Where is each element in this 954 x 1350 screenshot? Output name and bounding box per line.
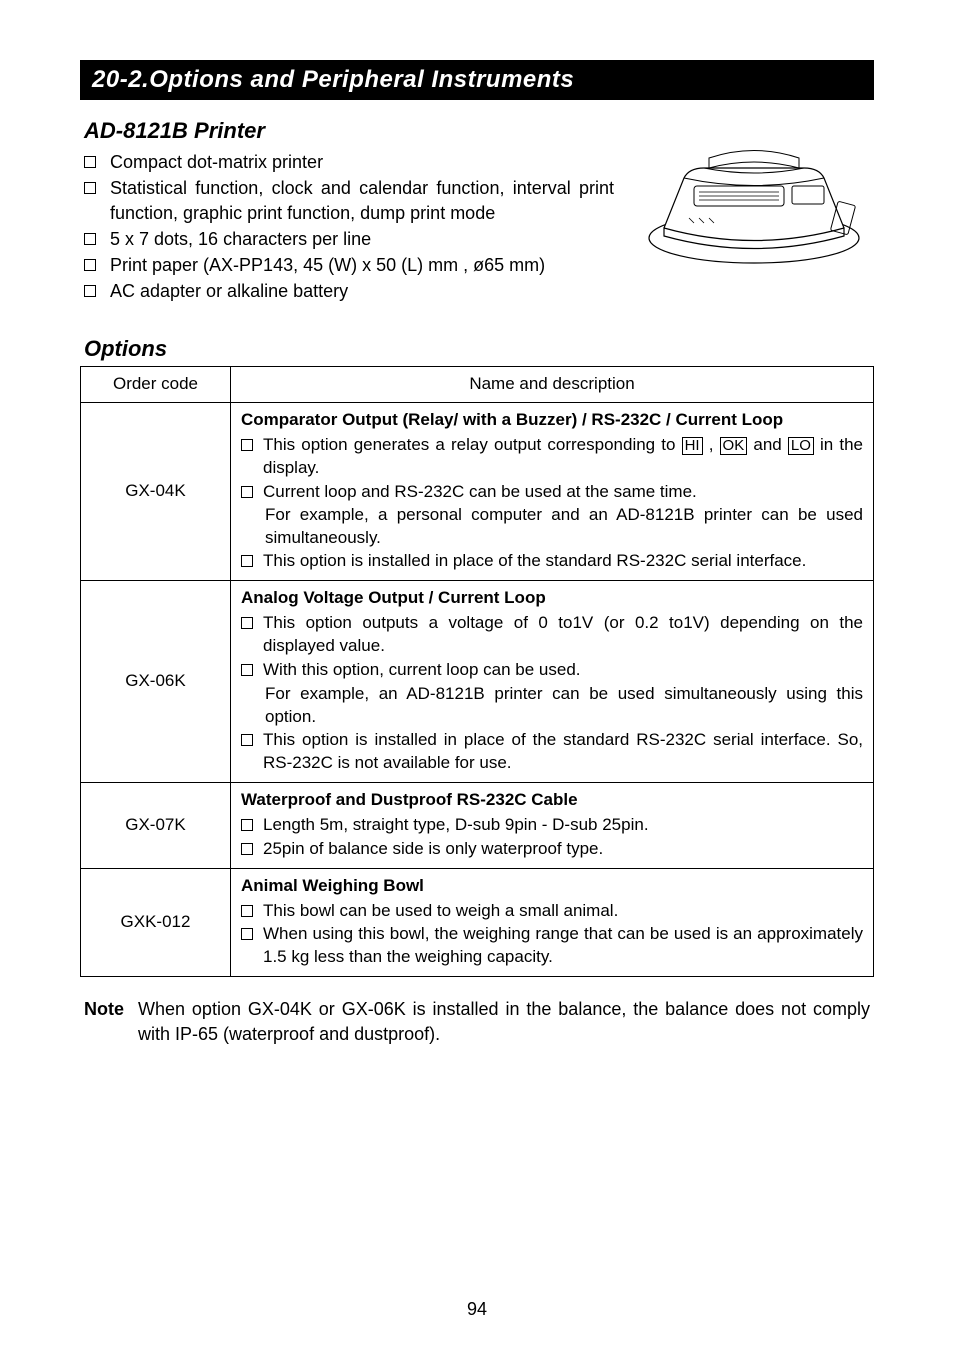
list-item: This option outputs a voltage of 0 to1V … bbox=[241, 612, 863, 658]
list-item: This option generates a relay output cor… bbox=[241, 434, 863, 480]
option-title: Comparator Output (Relay/ with a Buzzer)… bbox=[241, 409, 863, 432]
header-order-code: Order code bbox=[81, 366, 231, 402]
list-item: 25pin of balance side is only waterproof… bbox=[241, 838, 863, 861]
bullet-text: When using this bowl, the weighing range… bbox=[263, 923, 863, 969]
options-table: Order code Name and description GX-04K C… bbox=[80, 366, 874, 978]
table-header-row: Order code Name and description bbox=[81, 366, 874, 402]
bullet-icon bbox=[241, 843, 253, 855]
list-item: AC adapter or alkaline battery bbox=[84, 279, 614, 303]
option-title: Analog Voltage Output / Current Loop bbox=[241, 587, 863, 610]
options-title: Options bbox=[84, 336, 874, 362]
list-item: This option is installed in place of the… bbox=[241, 550, 863, 573]
bullet-icon bbox=[84, 182, 96, 194]
table-row: GX-06K Analog Voltage Output / Current L… bbox=[81, 581, 874, 783]
list-item: Statistical function, clock and calendar… bbox=[84, 176, 614, 225]
bullet-text: With this option, current loop can be us… bbox=[263, 659, 863, 682]
bullet-text: Compact dot-matrix printer bbox=[110, 150, 323, 174]
description-cell: Animal Weighing Bowl This bowl can be us… bbox=[231, 868, 874, 977]
option-title: Animal Weighing Bowl bbox=[241, 875, 863, 898]
bullet-icon bbox=[241, 486, 253, 498]
table-row: GXK-012 Animal Weighing Bowl This bowl c… bbox=[81, 868, 874, 977]
printer-title: AD-8121B Printer bbox=[84, 118, 614, 144]
bullet-icon bbox=[241, 439, 253, 451]
section-title-bar: 20-2.Options and Peripheral Instruments bbox=[80, 60, 874, 100]
bullet-extra: For example, an AD-8121B printer can be … bbox=[265, 683, 863, 729]
list-item: 5 x 7 dots, 16 characters per line bbox=[84, 227, 614, 251]
order-code: GX-07K bbox=[81, 782, 231, 868]
bullet-icon bbox=[241, 664, 253, 676]
ok-tag: OK bbox=[720, 437, 748, 456]
list-item: This option is installed in place of the… bbox=[241, 729, 863, 775]
list-item: With this option, current loop can be us… bbox=[241, 659, 863, 682]
option-title: Waterproof and Dustproof RS-232C Cable bbox=[241, 789, 863, 812]
bullet-icon bbox=[84, 285, 96, 297]
list-item: Length 5m, straight type, D-sub 9pin - D… bbox=[241, 814, 863, 837]
bullet-icon bbox=[241, 928, 253, 940]
bullet-text: 5 x 7 dots, 16 characters per line bbox=[110, 227, 371, 251]
bullet-text: This option is installed in place of the… bbox=[263, 550, 863, 573]
bullet-icon bbox=[241, 617, 253, 629]
printer-bullets: Compact dot-matrix printer Statistical f… bbox=[84, 150, 614, 304]
bullet-text: Statistical function, clock and calendar… bbox=[110, 176, 614, 225]
order-code: GX-04K bbox=[81, 402, 231, 581]
note-text: When option GX-04K or GX-06K is installe… bbox=[138, 997, 870, 1046]
page-number: 94 bbox=[0, 1299, 954, 1320]
list-item: When using this bowl, the weighing range… bbox=[241, 923, 863, 969]
bullet-text: AC adapter or alkaline battery bbox=[110, 279, 348, 303]
header-name-desc: Name and description bbox=[231, 366, 874, 402]
table-row: GX-07K Waterproof and Dustproof RS-232C … bbox=[81, 782, 874, 868]
list-item: This bowl can be used to weigh a small a… bbox=[241, 900, 863, 923]
bullet-text: Current loop and RS-232C can be used at … bbox=[263, 481, 863, 504]
bullet-icon bbox=[84, 156, 96, 168]
table-row: GX-04K Comparator Output (Relay/ with a … bbox=[81, 402, 874, 581]
printer-illustration bbox=[634, 118, 874, 268]
bullet-icon bbox=[84, 259, 96, 271]
bullet-extra: For example, a personal computer and an … bbox=[265, 504, 863, 550]
bullet-text: This option outputs a voltage of 0 to1V … bbox=[263, 612, 863, 658]
list-item: Compact dot-matrix printer bbox=[84, 150, 614, 174]
list-item: Print paper (AX-PP143, 45 (W) x 50 (L) m… bbox=[84, 253, 614, 277]
note-row: Note When option GX-04K or GX-06K is ins… bbox=[80, 997, 874, 1046]
bullet-text: This option is installed in place of the… bbox=[263, 729, 863, 775]
lo-tag: LO bbox=[788, 437, 814, 456]
description-cell: Waterproof and Dustproof RS-232C Cable L… bbox=[231, 782, 874, 868]
bullet-icon bbox=[241, 905, 253, 917]
printer-section: AD-8121B Printer Compact dot-matrix prin… bbox=[80, 118, 874, 306]
note-label: Note bbox=[84, 997, 124, 1021]
bullet-icon bbox=[241, 734, 253, 746]
order-code: GX-06K bbox=[81, 581, 231, 783]
bullet-text: This bowl can be used to weigh a small a… bbox=[263, 900, 863, 923]
hi-tag: HI bbox=[682, 437, 703, 456]
description-cell: Comparator Output (Relay/ with a Buzzer)… bbox=[231, 402, 874, 581]
bullet-text: This option generates a relay output cor… bbox=[263, 434, 863, 480]
list-item: Current loop and RS-232C can be used at … bbox=[241, 481, 863, 504]
description-cell: Analog Voltage Output / Current Loop Thi… bbox=[231, 581, 874, 783]
bullet-icon bbox=[241, 555, 253, 567]
bullet-text: Length 5m, straight type, D-sub 9pin - D… bbox=[263, 814, 863, 837]
bullet-icon bbox=[241, 819, 253, 831]
bullet-icon bbox=[84, 233, 96, 245]
bullet-text: 25pin of balance side is only waterproof… bbox=[263, 838, 863, 861]
order-code: GXK-012 bbox=[81, 868, 231, 977]
bullet-text: Print paper (AX-PP143, 45 (W) x 50 (L) m… bbox=[110, 253, 545, 277]
